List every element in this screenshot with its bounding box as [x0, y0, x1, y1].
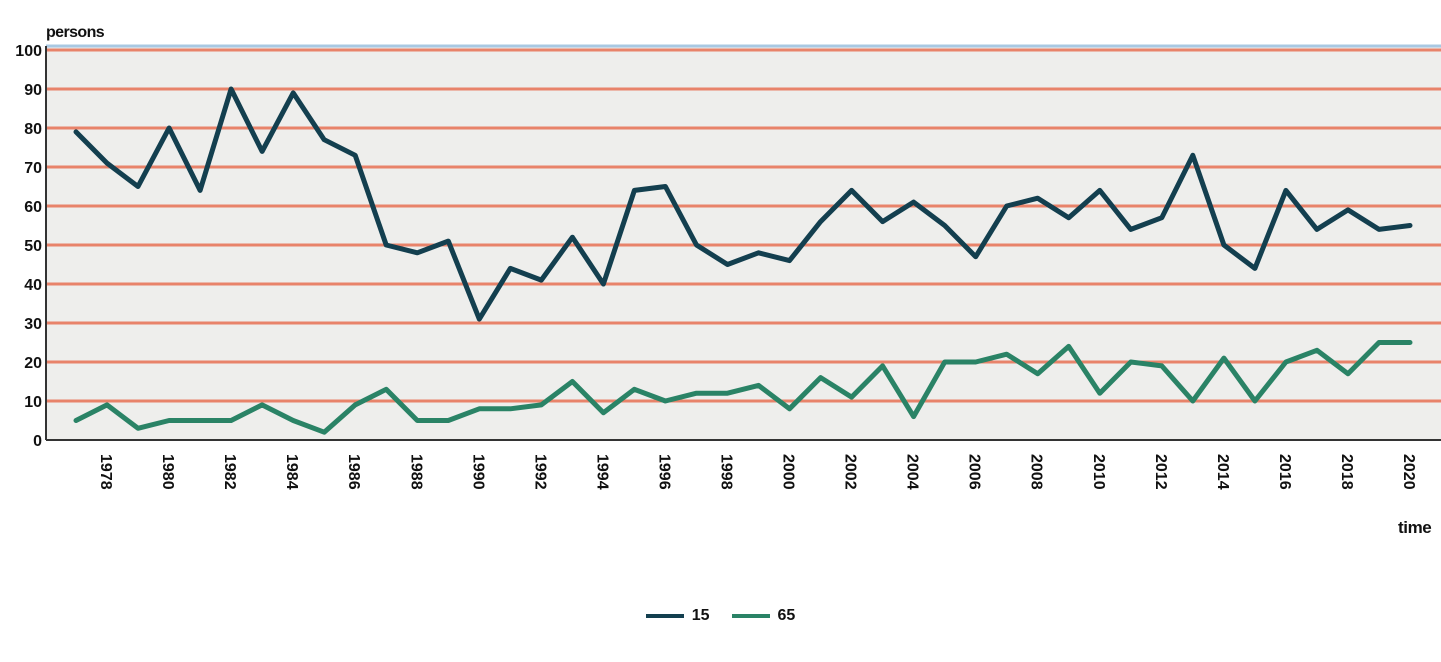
y-tick-label-90: 90: [24, 82, 42, 99]
x-tick-label-1978: 1978: [97, 454, 114, 490]
y-tick-label-100: 100: [15, 43, 42, 60]
x-tick-label-2016: 2016: [1276, 454, 1293, 490]
y-tick-label-50: 50: [24, 238, 42, 255]
x-tick-label-2020: 2020: [1400, 454, 1417, 490]
x-tick-label-2000: 2000: [780, 454, 797, 490]
x-tick-label-2002: 2002: [842, 454, 859, 490]
x-tick-label-1992: 1992: [531, 454, 548, 490]
x-tick-label-1984: 1984: [283, 454, 300, 490]
x-axis-label: time: [1398, 518, 1432, 537]
y-tick-label-20: 20: [24, 355, 42, 372]
x-tick-label-1986: 1986: [345, 454, 362, 490]
series-line-65: [73, 340, 1413, 435]
y-tick-label-0: 0: [33, 433, 42, 450]
x-tick-label-2006: 2006: [966, 454, 983, 490]
series-line-15: [73, 86, 1413, 322]
y-tick-label-10: 10: [24, 394, 42, 411]
x-tick-label-1982: 1982: [221, 454, 238, 490]
x-tick-label-2012: 2012: [1152, 454, 1169, 490]
y-tick-label-80: 80: [24, 121, 42, 138]
legend-label-65: 65: [777, 607, 796, 624]
x-tick-label-1994: 1994: [593, 454, 610, 490]
legend-swatch-15: [645, 614, 684, 618]
y-tick-label-40: 40: [24, 277, 42, 294]
x-tick-label-2014: 2014: [1214, 454, 1231, 490]
legend-item-65: 65: [731, 607, 796, 625]
x-tick-label-2018: 2018: [1338, 454, 1355, 490]
x-tick-label-1990: 1990: [469, 454, 486, 490]
x-tick-label-1980: 1980: [159, 454, 176, 490]
legend-label-15: 15: [691, 607, 710, 624]
legend-swatch-65: [731, 614, 770, 618]
y-tick-label-60: 60: [24, 199, 42, 216]
x-tick-label-1988: 1988: [407, 454, 424, 490]
plot-background: [46, 46, 1441, 440]
x-tick-label-1996: 1996: [655, 454, 672, 490]
legend-item-15: 15: [645, 607, 710, 625]
y-tick-label-30: 30: [24, 316, 42, 333]
x-tick-label-2004: 2004: [904, 454, 921, 490]
x-tick-label-2008: 2008: [1028, 454, 1045, 490]
legend: 15 65: [0, 607, 1441, 625]
x-tick-label-1998: 1998: [717, 454, 734, 490]
x-tick-label-2010: 2010: [1090, 454, 1107, 490]
y-axis-label: persons: [46, 24, 105, 41]
y-tick-label-70: 70: [24, 160, 42, 177]
